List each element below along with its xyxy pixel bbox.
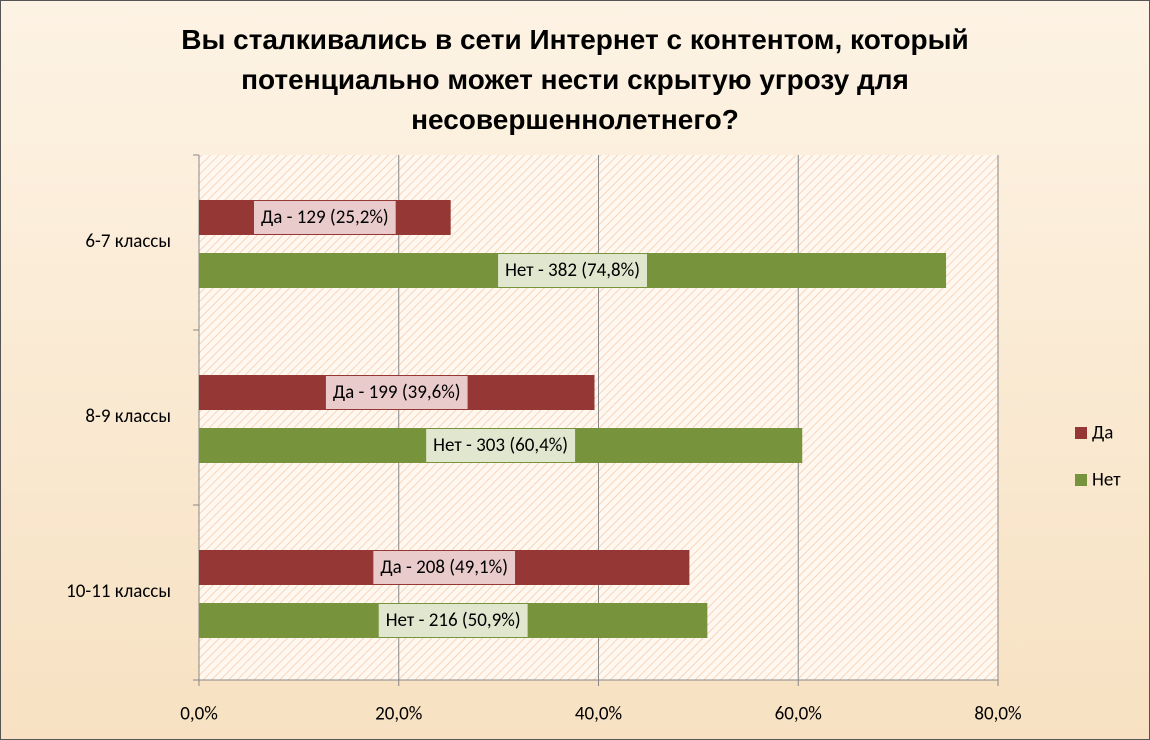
legend-label: Нет	[1092, 469, 1121, 492]
data-label-box	[373, 551, 516, 584]
x-tick-label: 60,0%	[775, 703, 822, 726]
data-label-group: Да - 208 (49,1%)	[373, 551, 516, 584]
chart-title: Вы сталкивались в сети Интернет с контен…	[181, 24, 969, 135]
data-label: Нет - 382 (74,8%)	[505, 259, 640, 282]
y-tick-label: 8-9 классы	[85, 405, 171, 428]
data-label-box	[498, 254, 647, 287]
x-tick-label: 0,0%	[180, 703, 218, 726]
data-label-group: Да - 129 (25,2%)	[254, 201, 396, 234]
y-tick-label: 6-7 классы	[85, 230, 171, 253]
data-label: Нет - 303 (60,4%)	[433, 434, 568, 457]
data-label-box	[254, 201, 396, 234]
data-label-group: Нет - 382 (74,8%)	[498, 254, 647, 287]
data-label-box	[325, 376, 468, 409]
data-label-group: Нет - 216 (50,9%)	[378, 604, 528, 637]
data-label-group: Нет - 303 (60,4%)	[426, 429, 576, 462]
data-label-box	[426, 429, 576, 462]
data-label: Да - 129 (25,2%)	[261, 206, 389, 229]
data-label-box	[378, 604, 528, 637]
data-label: Нет - 216 (50,9%)	[386, 609, 521, 632]
x-tick-label: 80,0%	[974, 703, 1021, 726]
data-label: Да - 208 (49,1%)	[380, 556, 508, 579]
y-tick-label: 10-11 классы	[66, 580, 171, 603]
x-tick-label: 20,0%	[375, 703, 422, 726]
x-tick-label: 40,0%	[575, 703, 622, 726]
legend-swatch	[1075, 427, 1087, 439]
legend-label: Да	[1092, 422, 1113, 445]
data-label-group: Да - 199 (39,6%)	[325, 376, 468, 409]
legend-swatch	[1075, 474, 1087, 486]
data-label: Да - 199 (39,6%)	[333, 381, 461, 404]
